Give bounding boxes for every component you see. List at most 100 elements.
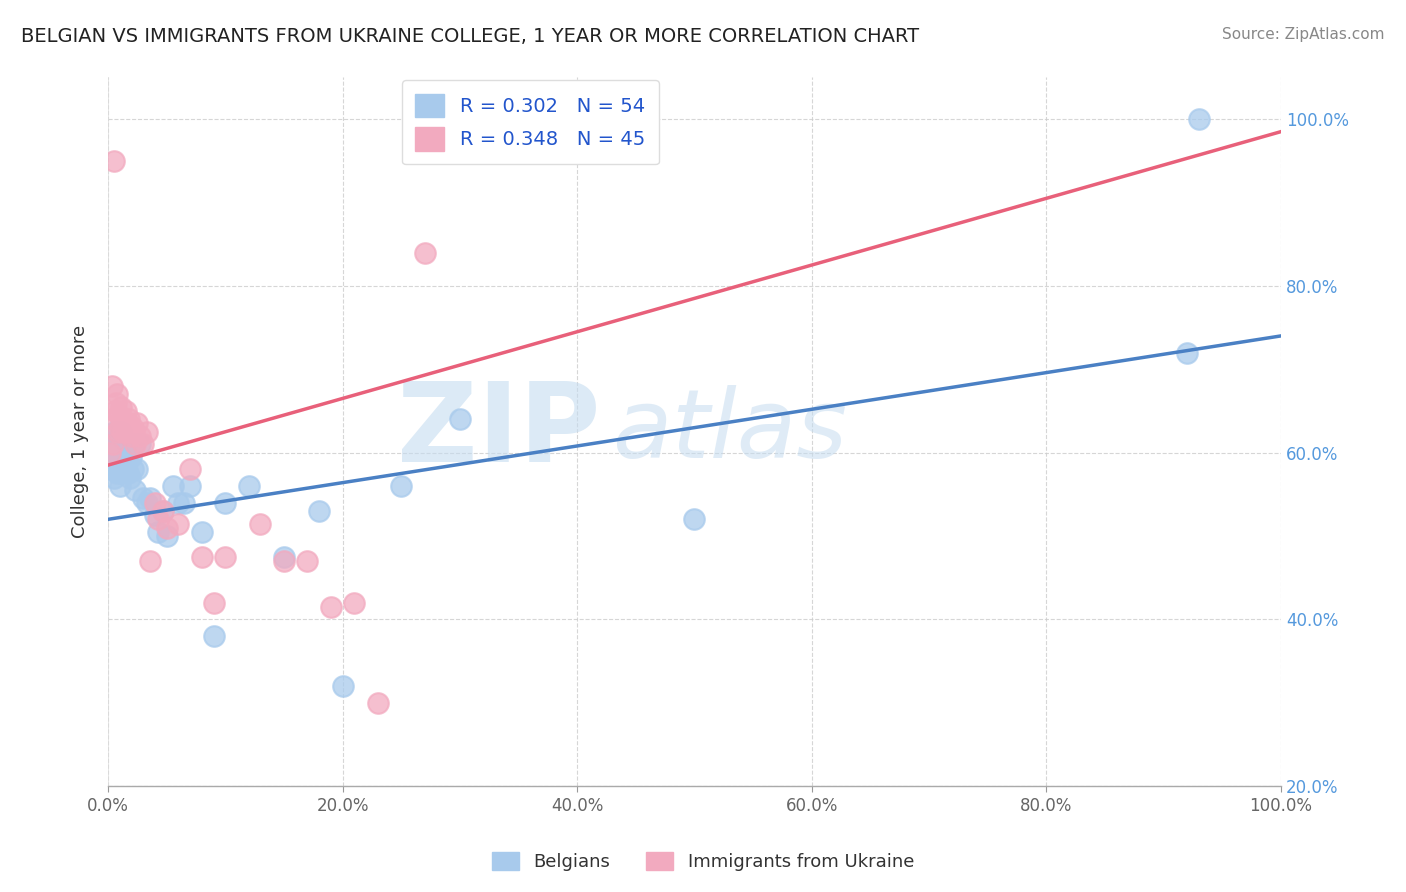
Point [105, 467, 128, 481]
Point [179, 462, 201, 476]
Text: ZIP: ZIP [398, 378, 600, 485]
Point [112, 462, 135, 476]
Point [103, 470, 125, 484]
Point [107, 450, 129, 464]
Point [343, 596, 366, 610]
Legend: R = 0.302   N = 54, R = 0.348   N = 45: R = 0.302 N = 54, R = 0.348 N = 45 [402, 80, 659, 164]
Point [121, 420, 143, 434]
Point [112, 417, 135, 431]
Point [308, 504, 330, 518]
Point [332, 679, 354, 693]
Point [367, 696, 389, 710]
Point [128, 437, 150, 451]
Text: Source: ZipAtlas.com: Source: ZipAtlas.com [1222, 27, 1385, 42]
Point [152, 504, 174, 518]
Point [120, 470, 142, 484]
Point [128, 429, 150, 443]
Point [101, 437, 124, 451]
Point [124, 437, 146, 451]
Point [273, 554, 295, 568]
Point [413, 245, 436, 260]
Point [98, 450, 121, 464]
Point [117, 467, 139, 481]
Point [143, 496, 166, 510]
Point [135, 496, 157, 510]
Point [105, 433, 128, 447]
Point [297, 554, 319, 568]
Point [117, 417, 139, 431]
Point [100, 462, 122, 476]
Point [103, 153, 125, 168]
Point [202, 596, 225, 610]
Point [249, 516, 271, 531]
Point [108, 437, 131, 451]
Point [120, 450, 142, 464]
Point [132, 491, 155, 506]
Point [110, 400, 132, 414]
Point [105, 395, 128, 409]
Point [683, 512, 706, 526]
Point [143, 508, 166, 523]
Point [101, 437, 124, 451]
Point [148, 524, 170, 539]
Point [122, 425, 145, 439]
Point [152, 504, 174, 518]
Point [105, 387, 128, 401]
Point [118, 412, 141, 426]
Y-axis label: College, 1 year or more: College, 1 year or more [72, 326, 89, 539]
Point [449, 412, 471, 426]
Point [202, 629, 225, 643]
Point [104, 404, 127, 418]
Point [110, 425, 132, 439]
Point [389, 479, 412, 493]
Point [112, 425, 135, 439]
Point [214, 549, 236, 564]
Text: BELGIAN VS IMMIGRANTS FROM UKRAINE COLLEGE, 1 YEAR OR MORE CORRELATION CHART: BELGIAN VS IMMIGRANTS FROM UKRAINE COLLE… [21, 27, 920, 45]
Point [167, 516, 190, 531]
Point [120, 425, 142, 439]
Point [124, 483, 146, 498]
Point [112, 454, 135, 468]
Point [104, 445, 127, 459]
Point [132, 437, 155, 451]
Point [105, 425, 128, 439]
Point [273, 549, 295, 564]
Text: atlas: atlas [613, 385, 848, 478]
Point [105, 454, 128, 468]
Point [118, 437, 141, 451]
Point [191, 549, 214, 564]
Point [238, 479, 260, 493]
Point [115, 425, 138, 439]
Point [156, 521, 179, 535]
Point [121, 462, 143, 476]
Point [110, 450, 132, 464]
Point [127, 462, 149, 476]
Point [120, 429, 142, 443]
Point [156, 529, 179, 543]
Point [103, 412, 125, 426]
Point [139, 554, 162, 568]
Point [179, 479, 201, 493]
Point [214, 496, 236, 510]
Point [139, 491, 162, 506]
Point [111, 412, 134, 426]
Point [111, 467, 134, 481]
Point [100, 379, 122, 393]
Point [107, 462, 129, 476]
Point [108, 420, 131, 434]
Point [1175, 345, 1198, 359]
Point [135, 425, 157, 439]
Point [115, 454, 138, 468]
Point [98, 445, 121, 459]
Point [108, 479, 131, 493]
Point [122, 437, 145, 451]
Point [148, 512, 170, 526]
Point [127, 417, 149, 431]
Point [167, 496, 190, 510]
Point [112, 437, 135, 451]
Point [173, 496, 195, 510]
Point [105, 442, 128, 456]
Point [103, 425, 125, 439]
Legend: Belgians, Immigrants from Ukraine: Belgians, Immigrants from Ukraine [485, 845, 921, 879]
Point [107, 408, 129, 422]
